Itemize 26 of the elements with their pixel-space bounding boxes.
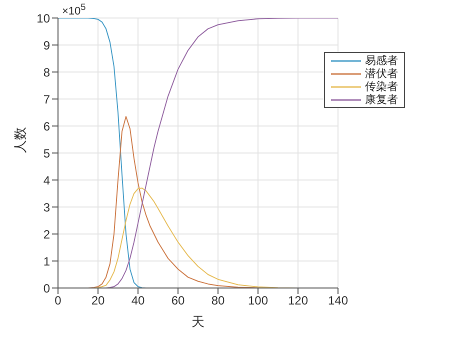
y-tick-label: 0 — [43, 281, 50, 296]
y-tick-label: 4 — [43, 173, 50, 188]
legend-label: 康复者 — [365, 93, 398, 106]
x-tick-label: 20 — [91, 294, 105, 308]
y-tick-label: 7 — [43, 92, 50, 106]
x-tick-label: 100 — [248, 294, 268, 308]
x-tick-label: 40 — [131, 294, 145, 308]
y-axis-title: 人数 — [14, 127, 29, 153]
x-tick-label: 140 — [328, 294, 348, 308]
legend-label: 易感者 — [365, 54, 398, 67]
legend-label: 潜伏者 — [365, 67, 398, 80]
x-tick-label: 60 — [171, 294, 185, 308]
y-tick-label: 10 — [36, 11, 50, 26]
x-tick-label: 0 — [54, 294, 62, 308]
y-tick-label: 8 — [43, 65, 50, 80]
y-tick-label: 2 — [43, 227, 50, 242]
x-axis-title: 天 — [192, 315, 204, 330]
y-tick-label: 5 — [43, 146, 50, 160]
text: ×10$^{5}$ — [62, 2, 86, 18]
y-tick-label: 6 — [43, 119, 50, 134]
y-tick-label: 3 — [43, 200, 50, 214]
x-tick-label: 80 — [211, 294, 225, 308]
legend-label: 传染者 — [365, 80, 398, 93]
y-tick-label: 9 — [43, 38, 50, 52]
y-tick-label: 1 — [43, 254, 50, 268]
x-tick-label: 120 — [288, 294, 308, 308]
